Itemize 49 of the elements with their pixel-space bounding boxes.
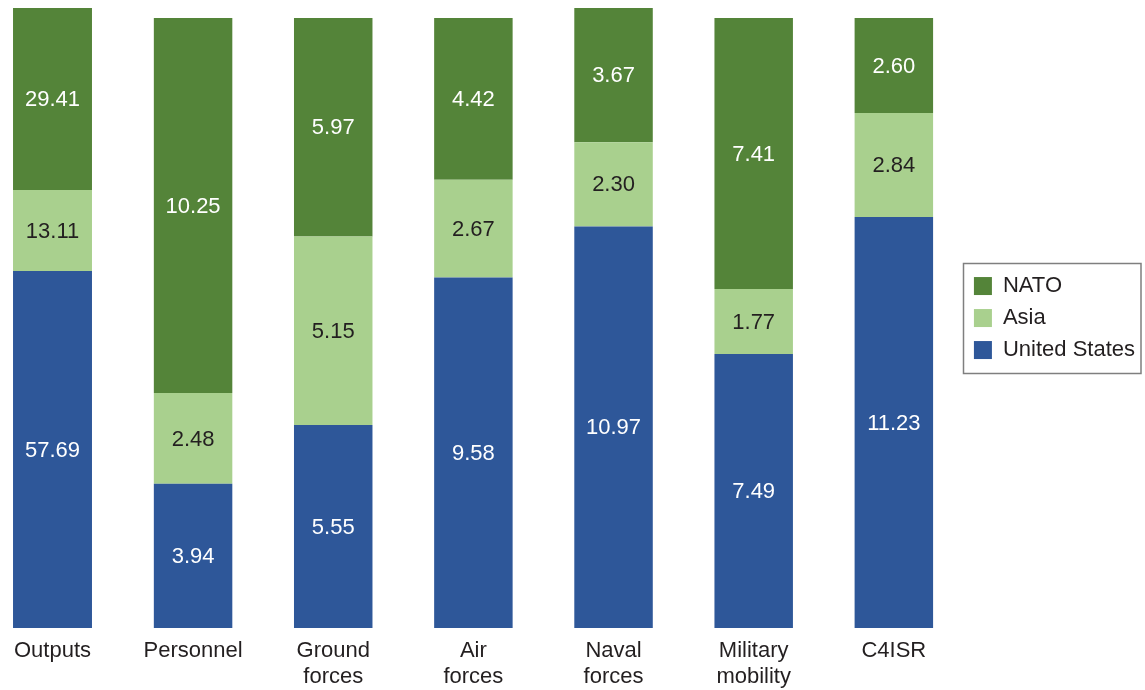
data-label: 9.58 [451,439,495,465]
bar [574,8,653,143]
data-label: 5.55 [311,513,355,539]
x-tick-label: Air forces [443,637,504,689]
bar [153,17,233,394]
data-label: 2.30 [592,171,635,197]
data-label: 7.41 [732,140,776,166]
bar [293,236,373,425]
data-label: 10.97 [586,414,642,440]
x-tick-label: Ground forces [296,637,370,689]
legend-label: NATO [1002,272,1063,298]
bar [574,142,653,227]
bar [714,17,793,290]
bar [434,277,513,629]
data-label: 10.25 [165,192,221,218]
bar [854,217,934,629]
data-label: 2.60 [872,52,916,78]
bar [153,393,233,484]
data-label: 2.48 [171,425,215,451]
bar [714,289,793,354]
x-tick-label: Naval forces [583,637,644,689]
bar [714,353,793,629]
data-label: 57.69 [24,436,81,462]
bar [854,17,934,114]
bar [574,226,653,629]
legend-label: United States [1002,336,1135,362]
data-label: 7.49 [732,478,776,504]
bar [293,17,373,237]
data-label: 3.94 [171,543,215,569]
data-label: 11.23 [867,409,921,435]
x-tick-label: Outputs [13,637,92,663]
bar [293,424,373,629]
x-tick-label: C4ISR [861,637,927,663]
bar [434,179,513,278]
data-label: 2.84 [872,152,916,178]
bar [854,113,934,218]
data-label: 4.42 [451,85,495,111]
data-label: 5.15 [311,317,355,343]
bar [153,483,233,629]
bar [434,17,513,180]
data-label: 5.97 [311,114,355,140]
data-label: 29.41 [24,86,81,112]
legend-label: Asia [1002,304,1047,330]
x-tick-label: Personnel [143,637,243,663]
data-label: 13.11 [25,217,80,243]
data-label: 3.67 [592,62,635,88]
data-label: 1.77 [732,308,776,334]
x-tick-label: Military mobility [716,637,791,689]
data-label: 2.67 [451,215,495,241]
